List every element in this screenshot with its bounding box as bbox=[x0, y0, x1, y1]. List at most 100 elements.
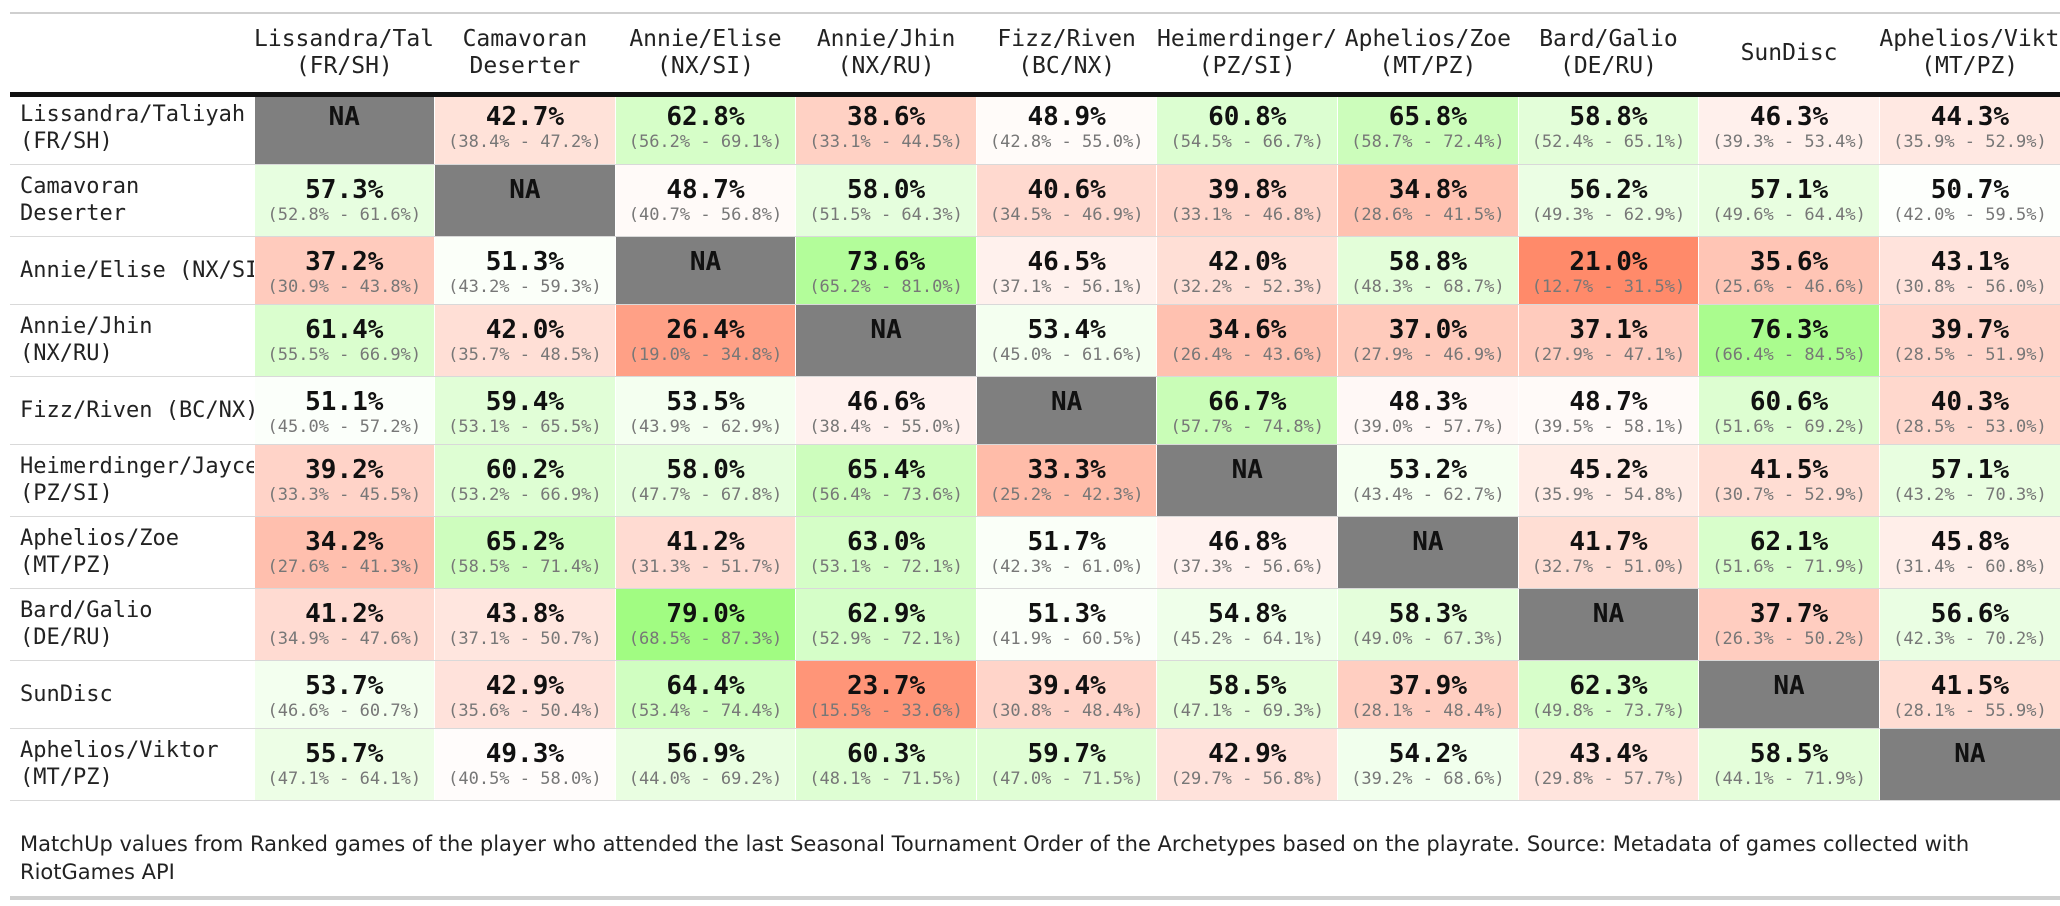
winrate-value: 62.1% bbox=[1749, 526, 1829, 557]
column-header-region: Deserter bbox=[469, 53, 581, 79]
column-header-region: (NX/RU) bbox=[837, 53, 935, 79]
winrate-value: 38.6% bbox=[846, 102, 926, 132]
confidence-interval: (54.5% - 66.7%) bbox=[1170, 132, 1325, 152]
matchup-cell: 41.2% (31.3% - 51.7%) bbox=[614, 516, 796, 589]
confidence-interval: (43.9% - 62.9%) bbox=[628, 416, 783, 437]
winrate-value: 43.8% bbox=[485, 598, 565, 629]
column-header-name: Bard/Galio bbox=[1539, 26, 1678, 52]
matchup-cell: 50.7% (42.0% - 59.5%) bbox=[1878, 164, 2060, 237]
winrate-value: 62.8% bbox=[666, 102, 745, 132]
matchup-cell: 44.3% (35.9% - 52.9%) bbox=[1878, 92, 2060, 165]
winrate-value: 42.9% bbox=[485, 670, 565, 701]
winrate-value: 54.8% bbox=[1208, 598, 1287, 629]
confidence-interval: (26.3% - 50.2%) bbox=[1712, 628, 1866, 649]
table-row: Annie/Elise (NX/SI) 37.2% (30.9% - 43.8%) 5… bbox=[10, 236, 2060, 305]
winrate-value: 46.5% bbox=[1027, 246, 1106, 277]
row-header-line: (FR/SH) bbox=[20, 128, 113, 154]
na-cell: NA bbox=[614, 236, 796, 305]
table-row: Aphelios/Zoe (MT/PZ) 34.2% (27.6% - 41.3%) 6… bbox=[10, 516, 2060, 589]
confidence-interval: (28.1% - 48.4%) bbox=[1351, 700, 1505, 721]
winrate-value: 79.0% bbox=[666, 598, 745, 629]
column-header-name: Fizz/Riven bbox=[997, 26, 1136, 52]
winrate-value: 41.7% bbox=[1569, 526, 1648, 557]
matchup-cell: 26.4% (19.0% - 34.8%) bbox=[614, 304, 796, 377]
row-header-line: Fizz/Riven (BC/NX) bbox=[20, 397, 254, 423]
winrate-value: 41.5% bbox=[1930, 670, 2010, 701]
row-header-line: (MT/PZ) bbox=[20, 553, 113, 578]
matchup-cell: 59.4% (53.1% - 65.5%) bbox=[434, 376, 616, 445]
winrate-value: 40.6% bbox=[1027, 174, 1106, 205]
row-header-line: Bard/Galio bbox=[20, 598, 153, 623]
confidence-interval: (42.3% - 70.2%) bbox=[1893, 628, 2047, 649]
matchup-cell: 37.9% (28.1% - 48.4%) bbox=[1337, 660, 1519, 729]
confidence-interval: (44.1% - 71.9%) bbox=[1712, 768, 1866, 789]
winrate-value: 39.7% bbox=[1930, 314, 2010, 345]
winrate-value: 37.9% bbox=[1388, 670, 1467, 701]
column-header: Aphelios/Zoe (MT/PZ) bbox=[1337, 14, 1519, 92]
confidence-interval: (19.0% - 34.8%) bbox=[628, 344, 783, 365]
confidence-interval: (48.3% - 68.7%) bbox=[1351, 276, 1505, 297]
winrate-value: 34.6% bbox=[1208, 314, 1287, 345]
matchup-cell: 43.1% (30.8% - 56.0%) bbox=[1878, 236, 2060, 305]
winrate-value: NA bbox=[328, 102, 360, 132]
winrate-value: 45.2% bbox=[1569, 454, 1648, 485]
confidence-interval: (48.1% - 71.5%) bbox=[809, 768, 963, 789]
matchup-cell: 37.2% (30.9% - 43.8%) bbox=[253, 236, 435, 305]
confidence-interval: (39.5% - 58.1%) bbox=[1531, 416, 1686, 437]
matchup-cell: 62.1% (51.6% - 71.9%) bbox=[1698, 516, 1880, 589]
confidence-interval: (49.3% - 62.9%) bbox=[1531, 204, 1686, 225]
column-header: Annie/Elise (NX/SI) bbox=[615, 14, 796, 92]
matchup-cell: 42.0% (35.7% - 48.5%) bbox=[434, 304, 616, 377]
winrate-value: 57.1% bbox=[1749, 174, 1829, 205]
winrate-value: 46.6% bbox=[846, 386, 926, 417]
column-header-region: (FR/SH) bbox=[295, 53, 393, 79]
confidence-interval: (32.7% - 51.0%) bbox=[1531, 556, 1686, 577]
confidence-interval: (49.0% - 67.3%) bbox=[1351, 628, 1505, 649]
matchup-cell: 45.2% (35.9% - 54.8%) bbox=[1517, 444, 1699, 517]
confidence-interval: (27.9% - 46.9%) bbox=[1351, 344, 1505, 365]
confidence-interval: (28.6% - 41.5%) bbox=[1351, 204, 1505, 225]
confidence-interval: (38.4% - 55.0%) bbox=[809, 416, 963, 437]
confidence-interval: (28.1% - 55.9%) bbox=[1893, 700, 2047, 721]
winrate-value: 41.2% bbox=[666, 526, 745, 557]
winrate-value: 33.3% bbox=[1027, 454, 1106, 485]
matchup-cell: 58.3% (49.0% - 67.3%) bbox=[1337, 588, 1519, 661]
confidence-interval: (37.3% - 56.6%) bbox=[1170, 556, 1325, 577]
matchup-cell: 51.3% (41.9% - 60.5%) bbox=[975, 588, 1157, 661]
confidence-interval: (49.6% - 64.4%) bbox=[1712, 204, 1866, 225]
winrate-value: 73.6% bbox=[846, 246, 926, 277]
winrate-value: 51.1% bbox=[305, 386, 384, 417]
winrate-value: 51.3% bbox=[485, 246, 565, 277]
matchup-cell: 76.3% (66.4% - 84.5%) bbox=[1698, 304, 1880, 377]
matchup-cell: 48.9% (42.8% - 55.0%) bbox=[975, 92, 1157, 165]
row-header: Fizz/Riven (BC/NX) bbox=[10, 376, 254, 445]
row-header: SunDisc bbox=[10, 660, 254, 729]
matchup-cell: 41.2% (34.9% - 47.6%) bbox=[253, 588, 435, 661]
column-header: SunDisc bbox=[1698, 14, 1880, 92]
winrate-value: 53.4% bbox=[1027, 314, 1106, 345]
column-header: Bard/Galio (DE/RU) bbox=[1518, 14, 1699, 92]
winrate-value: 61.4% bbox=[305, 314, 384, 345]
confidence-interval: (25.2% - 42.3%) bbox=[989, 484, 1144, 505]
winrate-value: NA bbox=[1773, 670, 1805, 701]
confidence-interval: (47.1% - 64.1%) bbox=[267, 768, 422, 789]
winrate-value: 46.8% bbox=[1208, 526, 1287, 557]
confidence-interval: (33.1% - 44.5%) bbox=[809, 132, 963, 152]
winrate-value: 62.3% bbox=[1569, 670, 1648, 701]
matchup-cell: 37.7% (26.3% - 50.2%) bbox=[1698, 588, 1880, 661]
column-header-region: (NX/SI) bbox=[657, 53, 754, 79]
winrate-value: NA bbox=[1051, 386, 1083, 417]
confidence-interval: (46.6% - 60.7%) bbox=[267, 700, 422, 721]
confidence-interval: (27.9% - 47.1%) bbox=[1531, 344, 1686, 365]
column-header-name: Annie/Jhin bbox=[816, 26, 956, 52]
confidence-interval: (52.9% - 72.1%) bbox=[809, 628, 963, 649]
winrate-value: 42.0% bbox=[1208, 246, 1287, 277]
matchup-cell: 79.0% (68.5% - 87.3%) bbox=[614, 588, 796, 661]
confidence-interval: (30.7% - 52.9%) bbox=[1712, 484, 1866, 505]
winrate-value: 56.6% bbox=[1930, 598, 2010, 629]
confidence-interval: (35.6% - 50.4%) bbox=[448, 700, 602, 721]
column-header-region: (MT/PZ) bbox=[1379, 53, 1477, 79]
matchup-cell: 42.7% (38.4% - 47.2%) bbox=[434, 92, 616, 165]
confidence-interval: (40.5% - 58.0%) bbox=[448, 768, 602, 789]
matchup-cell: 39.8% (33.1% - 46.8%) bbox=[1156, 164, 1338, 237]
